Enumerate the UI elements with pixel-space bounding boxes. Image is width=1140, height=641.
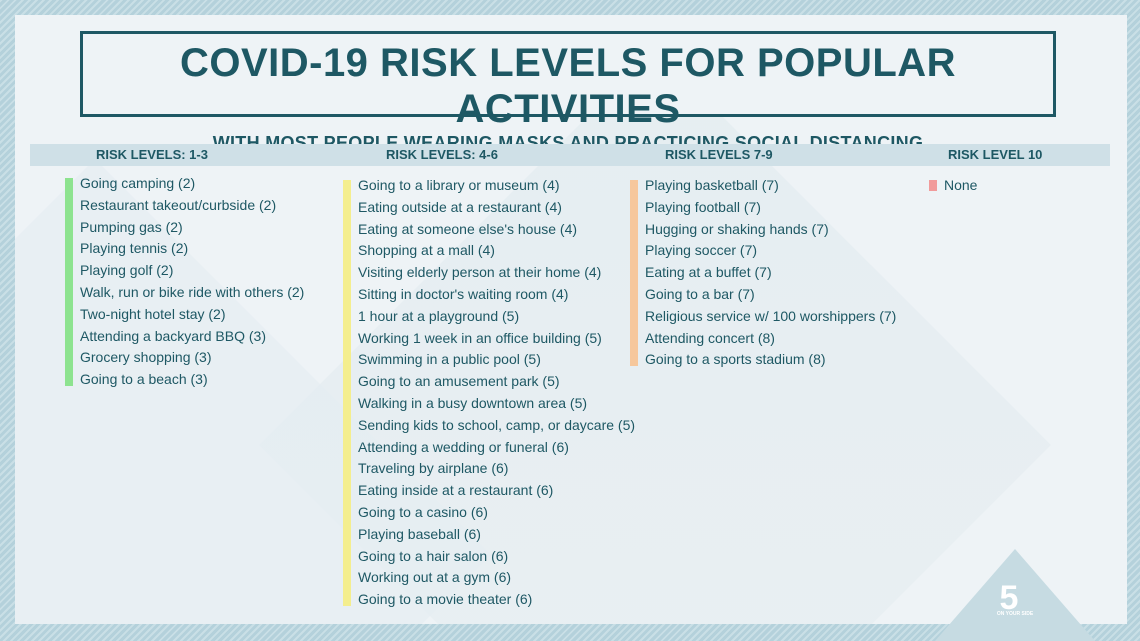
activity-item: Sending kids to school, camp, or daycare… <box>358 416 636 433</box>
header-risk-4-6: RISK LEVELS: 4-6 <box>386 147 498 162</box>
activity-item: 1 hour at a playground (5) <box>358 307 520 324</box>
header-risk-10: RISK LEVEL 10 <box>948 147 1043 162</box>
station-logo: 5 ON YOUR SIDE <box>935 549 1095 641</box>
risk-color-bar-highest <box>929 180 937 191</box>
activity-item: Going to an amusement park (5) <box>358 373 560 390</box>
activity-item: Playing soccer (7) <box>645 242 758 259</box>
page-title: COVID-19 RISK LEVELS FOR POPULAR ACTIVIT… <box>179 41 957 131</box>
header-risk-7-9: RISK LEVELS 7-9 <box>665 147 773 162</box>
activity-item: Sitting in doctor's waiting room (4) <box>358 285 569 302</box>
activity-item: Playing tennis (2) <box>80 240 189 257</box>
activity-list-high: Playing basketball (7) Playing football (… <box>645 175 896 371</box>
activity-item: Walking in a busy downtown area (5) <box>358 394 588 411</box>
activity-item: Going to a hair salon (6) <box>358 547 509 564</box>
activity-item: Shopping at a mall (4) <box>358 242 495 259</box>
risk-color-bar-high <box>630 180 638 367</box>
activity-item: Attending a backyard BBQ (3) <box>80 327 266 344</box>
risk-color-bar-medium <box>343 180 351 606</box>
title-box: COVID-19 RISK LEVELS FOR POPULAR ACTIVIT… <box>80 31 1056 153</box>
activity-item: Walk, run or bike ride with others (2) <box>80 283 305 300</box>
activity-list-low: Going camping (2) Restaurant takeout/curb… <box>80 173 304 391</box>
activity-item: Going to a casino (6) <box>358 503 488 520</box>
activity-item: Attending a wedding or funeral (6) <box>358 438 569 455</box>
activity-item: Grocery shopping (3) <box>80 349 212 366</box>
activity-item: Playing basketball (7) <box>645 177 779 193</box>
logo-tagline: ON YOUR SIDE <box>997 611 1034 617</box>
activity-item: Going to a library or museum (4) <box>358 177 560 193</box>
logo-number: 5 <box>1000 579 1019 617</box>
activity-item: Working out at a gym (6) <box>358 569 512 586</box>
activity-item: Traveling by airplane (6) <box>358 460 509 477</box>
activity-item: Playing baseball (6) <box>358 525 481 542</box>
activity-item: Pumping gas (2) <box>80 218 183 235</box>
header-risk-1-3: RISK LEVELS: 1-3 <box>96 147 208 162</box>
activity-item: Restaurant takeout/curbside (2) <box>80 196 277 213</box>
activity-item: Eating at a buffet (7) <box>645 264 772 281</box>
activity-item: Eating inside at a restaurant (6) <box>358 482 554 499</box>
activity-item: Going to a bar (7) <box>645 285 755 302</box>
activity-item: Going to a sports stadium (8) <box>645 351 826 368</box>
logo-triangle <box>935 549 1095 641</box>
risk-color-bar-low <box>65 178 73 386</box>
activity-item: None <box>944 177 978 193</box>
activity-item: Religious service w/ 100 worshippers (7) <box>645 307 897 324</box>
activity-item: Eating outside at a restaurant (4) <box>358 198 562 215</box>
activity-item: Attending concert (8) <box>645 329 775 346</box>
activity-item: Swimming in a public pool (5) <box>358 351 541 368</box>
activity-item: Playing football (7) <box>645 198 761 215</box>
activity-item: Going to a beach (3) <box>80 371 208 388</box>
activity-item: Visiting elderly person at their home (4… <box>358 264 602 281</box>
activity-item: Going camping (2) <box>80 175 196 191</box>
activity-item: Eating at someone else's house (4) <box>358 220 578 237</box>
risk-header-bar: RISK LEVELS: 1-3 RISK LEVELS: 4-6 RISK L… <box>30 144 1110 166</box>
activity-list-highest: None <box>944 175 977 197</box>
activity-item: Working 1 week in an office building (5) <box>358 329 602 346</box>
activity-item: Two-night hotel stay (2) <box>80 305 226 322</box>
activity-item: Hugging or shaking hands (7) <box>645 220 829 237</box>
activity-list-medium: Going to a library or museum (4) Eating o… <box>358 175 635 611</box>
activity-item: Going to a movie theater (6) <box>358 591 533 608</box>
activity-item: Playing golf (2) <box>80 262 174 279</box>
